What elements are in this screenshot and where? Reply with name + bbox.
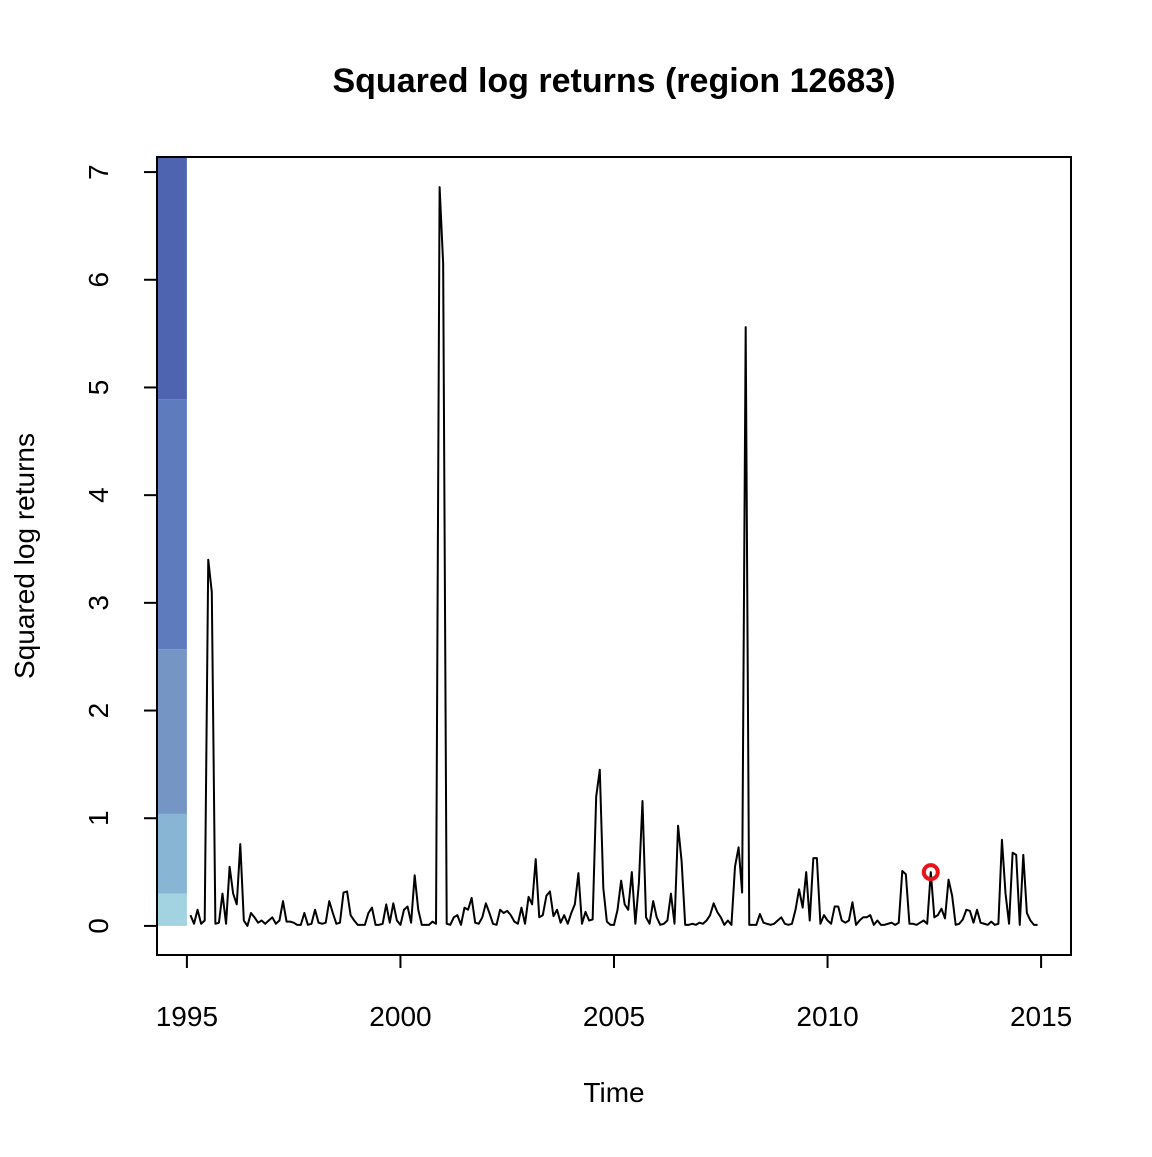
color-band <box>157 893 187 926</box>
y-tick-label: 2 <box>83 703 114 719</box>
y-tick-label: 1 <box>83 810 114 826</box>
x-axis-label: Time <box>583 1077 644 1108</box>
x-tick-label: 2010 <box>796 1001 858 1032</box>
x-tick-label: 2015 <box>1010 1001 1072 1032</box>
color-band <box>157 399 187 650</box>
y-tick-label: 5 <box>83 380 114 396</box>
color-band <box>157 813 187 894</box>
y-axis-label: Squared log returns <box>9 433 40 679</box>
y-tick-label: 7 <box>83 164 114 180</box>
y-tick-label: 4 <box>83 487 114 503</box>
y-tick-label: 6 <box>83 272 114 288</box>
color-band <box>157 157 187 400</box>
y-tick-label: 3 <box>83 595 114 611</box>
x-tick-label: 2000 <box>369 1001 431 1032</box>
x-tick-label: 1995 <box>156 1001 218 1032</box>
y-tick-label: 0 <box>83 918 114 934</box>
color-band <box>157 649 187 814</box>
chart-title: Squared log returns (region 12683) <box>332 62 895 100</box>
highlight-point <box>921 863 940 882</box>
data-line <box>189 186 1038 927</box>
x-tick-label: 2005 <box>583 1001 645 1032</box>
